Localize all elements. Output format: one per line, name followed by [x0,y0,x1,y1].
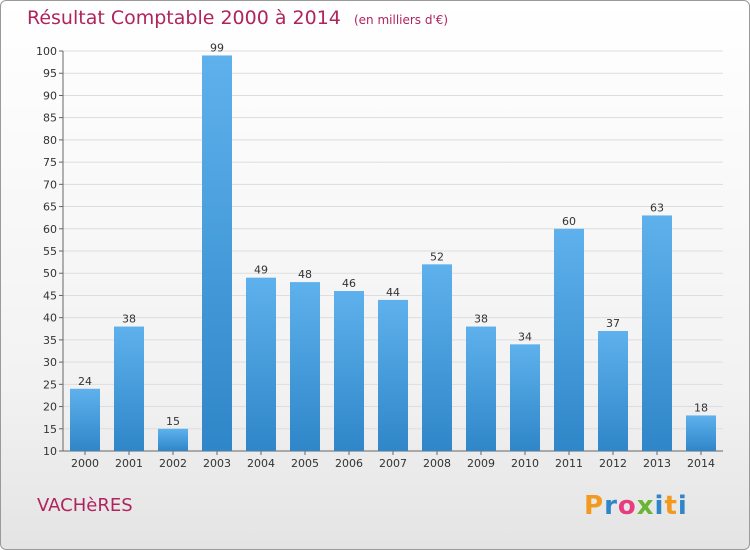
y-tick-label: 20 [43,401,57,414]
bar-2000 [70,388,100,451]
y-tick-label: 95 [43,67,57,80]
value-label: 38 [474,313,488,326]
bar-2002 [158,428,188,451]
bar-2013 [642,215,672,451]
bar-2012 [598,331,628,451]
bar-2010 [510,344,540,451]
bar-2005 [290,282,320,451]
logo-letter: i [654,491,665,521]
x-tick-label: 2004 [247,457,275,470]
y-tick-label: 10 [43,445,57,458]
x-tick-label: 2003 [203,457,231,470]
value-label: 49 [254,264,268,277]
logo-letter: o [617,491,637,521]
bar-2011 [554,228,584,451]
logo-letter: x [636,491,655,521]
labels: 24 2000 38 2001 15 2002 99 2003 49 2004 48 2005 46 20… [71,41,715,470]
x-tick-label: 2011 [555,457,583,470]
bar-2009 [466,326,496,451]
y-tick-label: 25 [43,378,57,391]
logo-letter: t [664,491,678,521]
x-tick-label: 2007 [379,457,407,470]
value-label: 52 [430,250,444,263]
x-tick-label: 2008 [423,457,451,470]
y-tick-label: 100 [36,45,57,58]
commune-name: VACHèRES [37,495,133,516]
bar-2004 [246,277,276,451]
value-label: 46 [342,277,356,290]
value-label: 18 [694,401,708,414]
y-tick-label: 40 [43,312,57,325]
y-tick-label: 90 [43,89,57,102]
x-tick-label: 2001 [115,457,143,470]
y-tick-label: 65 [43,201,57,214]
y-tick-label: 45 [43,289,57,302]
value-label: 48 [298,268,312,281]
value-label: 24 [78,375,92,388]
x-tick-label: 2009 [467,457,495,470]
x-tick-label: 2013 [643,457,671,470]
bar-2007 [378,299,408,451]
logo-letter: P [584,491,605,521]
bar-2014 [686,415,716,451]
x-tick-label: 2010 [511,457,539,470]
y-tick-label: 80 [43,134,57,147]
logo-letter: r [604,491,618,521]
y-tick-label: 50 [43,267,57,280]
x-tick-label: 2014 [687,457,715,470]
value-label: 44 [386,286,400,299]
y-tick-label: 15 [43,423,57,436]
y-tick-label: 75 [43,156,57,169]
proxiti-logo[interactable]: Proxiti [584,491,688,521]
y-tick-label: 85 [43,112,57,125]
x-tick-label: 2012 [599,457,627,470]
y-tick-label: 70 [43,178,57,191]
logo-letter: i [677,491,688,521]
title-unit: (en milliers d'€) [353,13,449,27]
x-tick-label: 2002 [159,457,187,470]
x-tick-label: 2005 [291,457,319,470]
x-tick-label: 2000 [71,457,99,470]
title-main: Résultat Comptable 2000 à 2014 [27,7,341,29]
value-label: 63 [650,201,664,214]
y-tick-label: 35 [43,334,57,347]
x-tick-label: 2006 [335,457,363,470]
value-label: 15 [166,415,180,428]
bar-2006 [334,291,364,451]
bar-2003 [202,55,232,451]
value-label: 60 [562,215,576,228]
bar-2008 [422,264,452,451]
bar-2001 [114,326,144,451]
value-label: 99 [210,41,224,54]
value-label: 38 [122,313,136,326]
value-label: 37 [606,317,620,330]
bars [70,55,716,451]
y-tick-label: 30 [43,356,57,369]
chart-title: Résultat Comptable 2000 à 2014 (en milli… [27,7,448,29]
y-tick-label: 55 [43,245,57,258]
value-label: 34 [518,330,532,343]
y-tick-label: 60 [43,223,57,236]
